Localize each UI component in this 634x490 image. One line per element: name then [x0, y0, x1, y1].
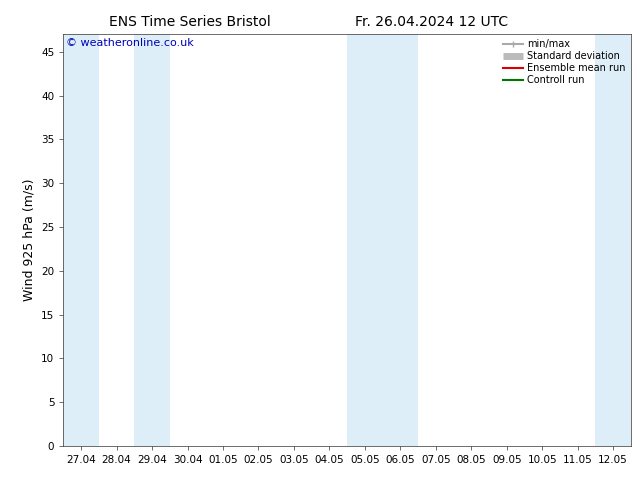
Bar	[382, 34, 418, 446]
Bar	[63, 34, 99, 446]
Bar	[134, 34, 170, 446]
Legend: min/max, Standard deviation, Ensemble mean run, Controll run: min/max, Standard deviation, Ensemble me…	[501, 37, 628, 87]
Text: ENS Time Series Bristol: ENS Time Series Bristol	[109, 15, 271, 29]
Text: © weatheronline.co.uk: © weatheronline.co.uk	[66, 38, 194, 49]
Bar	[347, 34, 382, 446]
Text: Fr. 26.04.2024 12 UTC: Fr. 26.04.2024 12 UTC	[354, 15, 508, 29]
Bar	[595, 34, 631, 446]
Y-axis label: Wind 925 hPa (m/s): Wind 925 hPa (m/s)	[23, 179, 36, 301]
